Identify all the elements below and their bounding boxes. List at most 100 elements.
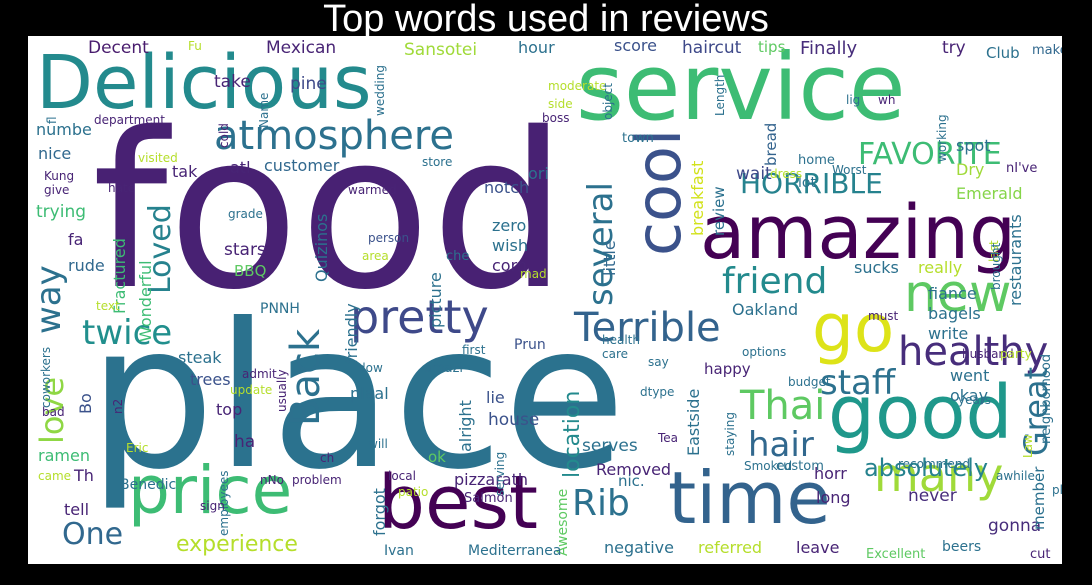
word: Benedic — [120, 477, 177, 493]
word: say — [648, 355, 669, 369]
word: plaal — [350, 384, 389, 403]
word: moderate — [548, 79, 607, 93]
word: serves — [582, 436, 638, 456]
word: trees — [190, 370, 231, 389]
word: little — [600, 240, 619, 276]
word: Kung — [44, 169, 75, 183]
word: person — [368, 231, 410, 245]
word: usually — [275, 369, 289, 412]
word: steak — [178, 348, 222, 367]
word: time — [668, 456, 831, 540]
word: never — [908, 486, 957, 506]
word: food — [92, 86, 568, 337]
word: bread — [762, 122, 780, 166]
word: staff — [820, 363, 896, 403]
word: visited — [138, 151, 178, 165]
word-cloud: food place service Delicious amazing bes… — [28, 36, 1062, 564]
word: Dry — [956, 160, 985, 179]
word: plus — [1052, 483, 1062, 497]
word: sucks — [854, 258, 899, 277]
word: dow — [358, 361, 383, 375]
word: brought — [989, 242, 1003, 290]
word: nic. — [618, 472, 645, 490]
word: must — [868, 309, 899, 323]
word: top — [216, 400, 243, 419]
word: admit — [242, 367, 277, 381]
word: rude — [68, 256, 105, 275]
word: Ivan — [384, 543, 414, 559]
word: update — [230, 383, 273, 397]
word: way — [29, 265, 69, 334]
word: dtype — [640, 385, 675, 399]
word: Back — [283, 328, 329, 426]
word: ori — [528, 164, 549, 183]
word: side — [548, 97, 573, 111]
word: FAVORITE — [858, 137, 1002, 172]
word: care — [602, 347, 629, 361]
word: problem — [292, 473, 342, 487]
word: nI've — [1006, 161, 1038, 176]
word: tell — [64, 500, 90, 519]
word: budget — [788, 375, 831, 389]
word: n2 — [111, 398, 125, 414]
word: fa — [68, 230, 84, 249]
word: horr — [814, 464, 847, 483]
word: house — [488, 410, 540, 430]
word: location — [560, 390, 585, 478]
word: breakfast — [688, 160, 707, 236]
word: Terrible — [574, 305, 721, 351]
word: price — [128, 452, 293, 529]
word: pretty — [350, 290, 489, 344]
word: will — [368, 437, 388, 451]
word: store — [422, 155, 453, 169]
word: picture — [426, 272, 445, 328]
word: trying — [36, 202, 87, 222]
word: stars — [224, 240, 266, 260]
word: Tea — [658, 431, 679, 445]
word: friend — [722, 261, 828, 302]
word: pizzarath — [454, 470, 528, 489]
word: amazing — [700, 190, 1017, 276]
word: lot — [798, 175, 816, 191]
word: twice — [82, 313, 173, 353]
word: Mediterranea — [468, 543, 562, 559]
word: give — [44, 183, 70, 197]
word: Smoked — [744, 459, 793, 473]
word: cut — [1030, 547, 1051, 562]
word: wait — [736, 164, 772, 184]
word: pine — [290, 74, 327, 94]
word: zero — [492, 216, 527, 235]
word: referred — [698, 538, 763, 557]
word: place — [88, 281, 627, 514]
word: PNNH — [260, 301, 300, 317]
word: dress — [770, 167, 803, 181]
word: numbe — [36, 120, 92, 139]
word: service — [576, 36, 906, 141]
word: sign — [200, 499, 225, 513]
word: Finally — [800, 38, 858, 59]
word: okay — [950, 386, 989, 405]
word: ha — [234, 432, 256, 452]
word[interactable]: cool — [622, 128, 695, 256]
word: custom — [776, 459, 824, 474]
word: long — [816, 488, 851, 507]
word: wedding — [373, 65, 387, 116]
word: many — [874, 448, 1004, 502]
word: boss — [542, 111, 570, 125]
word: good — [828, 370, 1013, 456]
word: home — [798, 153, 835, 168]
word: party — [1000, 347, 1032, 361]
word: forgot — [370, 488, 389, 536]
word: town — [622, 131, 654, 146]
word: awhile — [996, 469, 1035, 483]
word: health — [602, 333, 640, 347]
word: haircut — [682, 38, 742, 58]
word: Length — [713, 74, 727, 116]
word: neighborhood — [1039, 353, 1054, 444]
word: coworkers — [39, 346, 53, 408]
word: gonna — [988, 516, 1042, 536]
word: recommend — [898, 457, 970, 471]
word: tips — [758, 38, 786, 56]
word: HORRIBLE — [740, 167, 883, 200]
word: happy — [704, 360, 751, 378]
